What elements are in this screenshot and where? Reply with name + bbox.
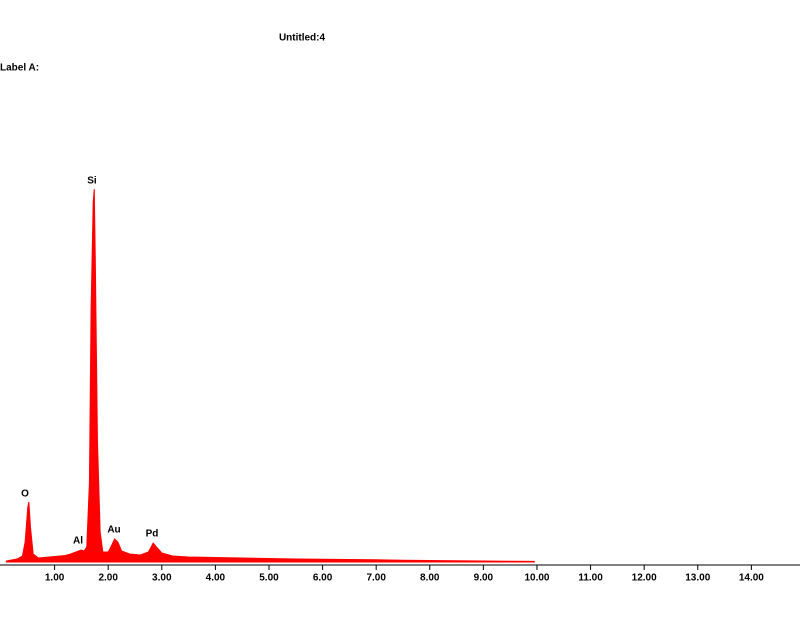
x-tick-label: 9.00 [474, 573, 494, 584]
x-tick-label: 2.00 [98, 573, 118, 584]
x-tick-label: 14.00 [739, 573, 764, 584]
x-tick-label: 1.00 [45, 573, 65, 584]
x-tick-label: 7.00 [366, 573, 386, 584]
x-tick-label: 11.00 [578, 573, 603, 584]
peak-label: Si [87, 176, 97, 187]
x-tick-label: 5.00 [259, 573, 279, 584]
peak-label: Al [73, 536, 83, 547]
label: Label A: [0, 63, 39, 74]
x-tick-label: 3.00 [152, 573, 172, 584]
x-tick-label: 8.00 [420, 573, 440, 584]
x-tick-label: 12.00 [632, 573, 657, 584]
peak-label: Pd [146, 529, 159, 540]
peak-label: O [21, 489, 29, 500]
x-tick-label: 4.00 [206, 573, 226, 584]
x-tick-label: 6.00 [313, 573, 333, 584]
x-tick-label: 13.00 [685, 573, 710, 584]
x-tick-label: 10.00 [524, 573, 549, 584]
spectrum [5, 188, 535, 563]
chart-title: Untitled:4 [279, 33, 326, 44]
peak-label: Au [107, 525, 120, 536]
